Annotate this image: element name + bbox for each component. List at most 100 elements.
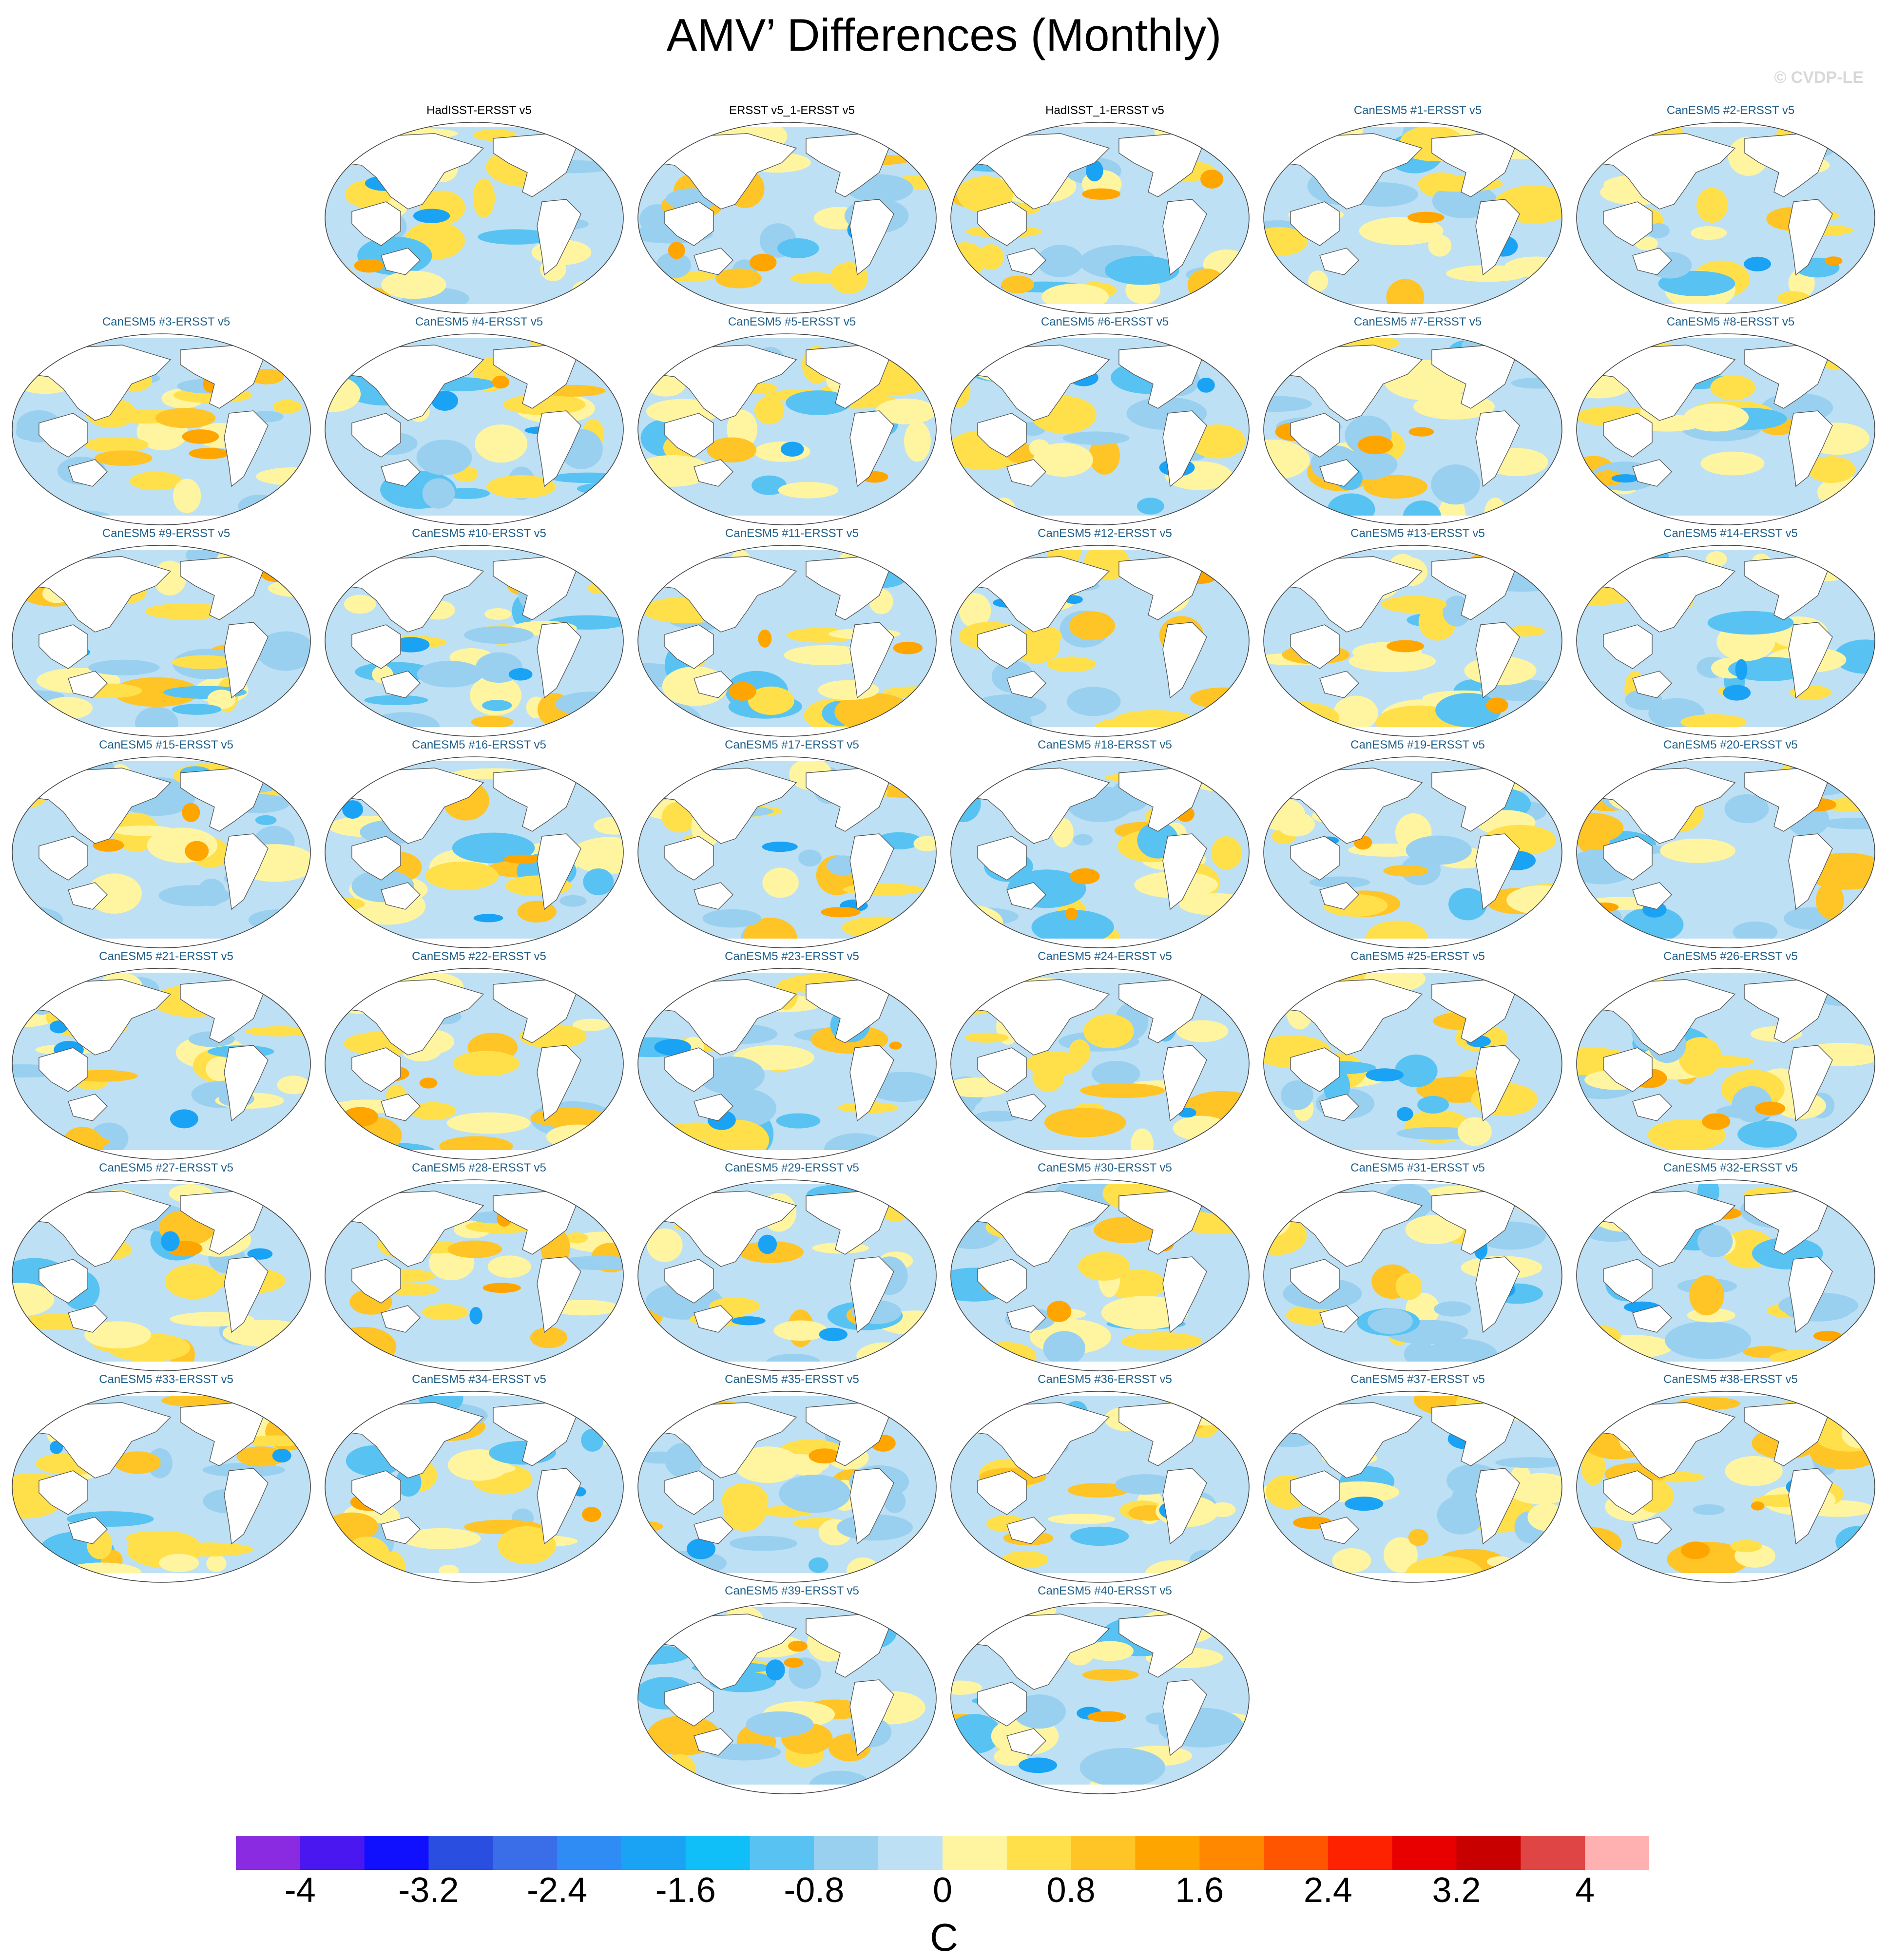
map-panel: CanESM5 #8-ERSST v5 (1574, 315, 1887, 527)
map-border (12, 968, 311, 1160)
land-mass (977, 1682, 1027, 1727)
land-mass (977, 1470, 1027, 1515)
anomaly-patch (345, 1536, 390, 1573)
anomaly-patch (12, 899, 36, 931)
panel-title: CanESM5 #25-ERSST v5 (1350, 950, 1485, 963)
watermark: © CVDP-LE (1774, 68, 1864, 87)
polar-mask (638, 545, 936, 550)
land-mass (381, 882, 421, 910)
anomaly-patch (576, 775, 623, 786)
land-mass (967, 1402, 1110, 1479)
anomaly-patch (707, 437, 757, 462)
anomaly-patch (808, 1557, 828, 1573)
land-mass (381, 459, 421, 487)
map (1263, 968, 1562, 1160)
anomaly-patch (876, 1776, 924, 1791)
map-panel: CanESM5 #24-ERSST v5 (948, 949, 1261, 1162)
map (637, 756, 937, 948)
map (325, 545, 624, 737)
map (325, 1391, 624, 1583)
polar-mask (325, 968, 623, 973)
map-border (637, 122, 937, 314)
land-mass (1162, 1679, 1207, 1756)
panel-title: CanESM5 #29-ERSST v5 (725, 1161, 859, 1174)
anomaly-patch (748, 686, 794, 715)
panel-title: CanESM5 #27-ERSST v5 (99, 1161, 233, 1174)
anomaly-patch (889, 1041, 902, 1050)
land-mass (342, 768, 484, 844)
map-panel: CanESM5 #9-ERSST v5 (10, 526, 323, 739)
polar-mask (12, 968, 310, 973)
polar-mask (951, 757, 1249, 761)
land-mass (1788, 622, 1833, 699)
anomaly-patch (325, 266, 357, 302)
anomaly-patch (344, 595, 376, 614)
colorbar-tick-label: 0.8 (1046, 1871, 1096, 1910)
land-mass (1788, 410, 1833, 487)
land-mass (1280, 979, 1423, 1056)
land-mass (1593, 1191, 1736, 1267)
anomaly-patch (657, 1180, 678, 1202)
map (950, 1602, 1250, 1794)
polar-mask (325, 1180, 623, 1184)
map-border (325, 545, 624, 737)
anomaly-patch (1078, 1252, 1130, 1281)
land-mass (664, 1470, 714, 1515)
anomaly-patch (1728, 656, 1810, 681)
anomaly-patch (1381, 596, 1447, 613)
anomaly-patch (1435, 693, 1502, 728)
anomaly-patch (729, 1536, 798, 1551)
anomaly-patch (50, 1441, 63, 1454)
colorbar-segment (428, 1836, 493, 1870)
anomaly-patch (1417, 1095, 1449, 1114)
colorbar-tick-label: -4 (284, 1871, 316, 1910)
anomaly-patch (1179, 893, 1249, 916)
panel-title: CanESM5 #33-ERSST v5 (99, 1373, 233, 1386)
land-mass (664, 413, 714, 458)
anomaly-patch (182, 803, 200, 822)
land-mass (39, 1259, 88, 1304)
anomaly-patch (1032, 1060, 1064, 1092)
map-border (1263, 545, 1562, 737)
land-mass (1319, 1517, 1359, 1544)
anomaly-patch (1577, 705, 1611, 736)
map-panel: CanESM5 #39-ERSST v5 (636, 1584, 948, 1796)
anomaly-patch (1446, 265, 1528, 282)
polar-mask (951, 1391, 1249, 1396)
anomaly-patch (1073, 834, 1093, 846)
anomaly-patch (472, 178, 495, 218)
panel-title: CanESM5 #32-ERSST v5 (1663, 1161, 1798, 1174)
land-mass (1280, 1402, 1423, 1479)
panel-title: CanESM5 #39-ERSST v5 (725, 1584, 859, 1597)
land-mass (694, 1517, 733, 1544)
map (637, 1602, 937, 1794)
polar-mask (12, 1391, 310, 1396)
anomaly-patch (164, 1264, 223, 1299)
anomaly-patch (723, 1492, 766, 1531)
anomaly-patch (1730, 1540, 1762, 1553)
land-mass (29, 768, 172, 844)
map-panel: CanESM5 #35-ERSST v5 (636, 1372, 948, 1585)
map-panel: CanESM5 #4-ERSST v5 (323, 315, 636, 527)
anomaly-patch (820, 906, 861, 918)
land-mass (224, 1256, 269, 1333)
map-panel: CanESM5 #15-ERSST v5 (10, 738, 323, 950)
anomaly-patch (1082, 1669, 1139, 1681)
map-border (325, 122, 624, 314)
map (12, 1179, 311, 1371)
land-mass (664, 201, 714, 246)
land-mass (1603, 413, 1653, 458)
polar-mask (1577, 968, 1875, 973)
map-border (1263, 756, 1562, 948)
anomaly-patch (1121, 1332, 1203, 1351)
anomaly-patch (546, 1124, 610, 1149)
anomaly-patch (1635, 237, 1658, 250)
land-mass (1319, 459, 1359, 487)
colorbar-segment (1135, 1836, 1200, 1870)
anomaly-patch (1408, 1529, 1428, 1546)
anomaly-patch (530, 1327, 567, 1348)
polar-mask (1577, 757, 1875, 761)
polar-mask (12, 1573, 310, 1582)
panel-title: CanESM5 #36-ERSST v5 (1038, 1373, 1172, 1386)
land-mass (1593, 768, 1736, 844)
